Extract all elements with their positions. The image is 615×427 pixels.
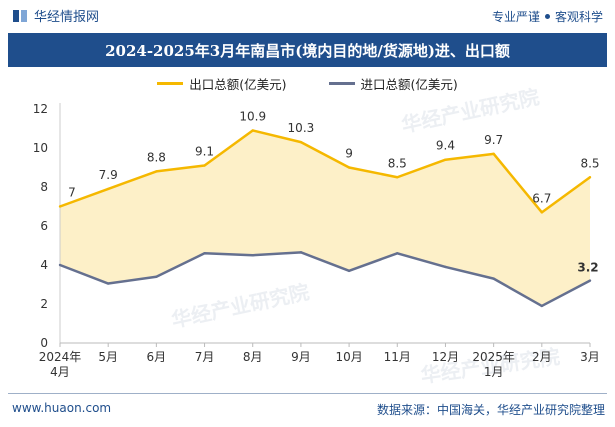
legend-label-export: 出口总额(亿美元) xyxy=(189,76,287,92)
data-point-import xyxy=(58,263,62,267)
data-point-import xyxy=(588,279,592,282)
data-point-export xyxy=(203,164,206,167)
x-tick-label-line: 9月 xyxy=(291,350,311,364)
x-tick-label-line: 1月 xyxy=(484,365,504,379)
y-tick-label: 6 xyxy=(40,219,48,233)
data-point-import xyxy=(492,277,495,280)
data-point-export xyxy=(155,170,158,173)
chart-legend: 出口总额(亿美元) 进口总额(亿美元) xyxy=(0,72,615,94)
legend-label-import: 进口总额(亿美元) xyxy=(360,76,458,92)
data-point-export xyxy=(58,205,62,208)
legend-item-export: 出口总额(亿美元) xyxy=(157,74,287,93)
data-point-import xyxy=(203,252,206,255)
data-label-export: 7.9 xyxy=(99,168,118,182)
legend-swatch-export xyxy=(157,81,184,85)
slogan-left: 专业严谨 xyxy=(491,10,540,24)
x-tick-label-line: 11月 xyxy=(384,350,411,364)
data-label-export: 8.5 xyxy=(580,156,599,170)
chart-title: 2024-2025年3月年南昌市(境内目的地/货源地)进、出口额 xyxy=(8,33,607,67)
data-label-export: 10.3 xyxy=(288,121,315,135)
data-point-import xyxy=(347,269,351,273)
footer-source: 数据来源：中国海关，华经产业研究院整理 xyxy=(376,403,605,417)
data-label-export: 8.8 xyxy=(147,150,166,164)
x-tick-label-line: 4月 xyxy=(50,365,70,379)
x-tick-label-line: 6月 xyxy=(147,350,167,364)
x-tick-label: 2024年 4月 xyxy=(39,350,82,379)
data-label-export: 9.7 xyxy=(484,133,503,147)
data-label-import: 3.2 xyxy=(577,261,598,275)
data-label-export: 8.5 xyxy=(388,156,407,170)
x-tick-label-line: 3月 xyxy=(580,350,600,364)
x-tick-label: 3月 xyxy=(580,350,600,364)
brand-logo-icon xyxy=(13,9,27,22)
footer-website: www.huaon.com xyxy=(12,401,112,415)
x-tick-label: 7月 xyxy=(195,350,215,364)
x-tick-label: 8月 xyxy=(243,350,263,364)
data-point-export xyxy=(299,140,303,144)
x-tick-label-line: 2025年 xyxy=(472,350,515,364)
data-label-export: 9.4 xyxy=(436,139,455,153)
data-label-export: 9.1 xyxy=(195,145,214,159)
x-tick-label: 10月 xyxy=(335,350,362,364)
data-point-export xyxy=(588,176,592,179)
footer-divider xyxy=(8,393,607,394)
data-point-export xyxy=(347,166,351,169)
slogan-dot-icon xyxy=(544,14,550,19)
x-tick-label: 2025年 1月 xyxy=(472,350,515,379)
brand-name: 华经情报网 xyxy=(34,10,100,25)
x-tick-label-line: 5月 xyxy=(98,350,118,364)
x-tick-label-line: 10月 xyxy=(335,350,362,364)
x-tick-label-line: 8月 xyxy=(243,350,263,364)
x-tick-label: 6月 xyxy=(147,350,167,364)
y-tick-label: 10 xyxy=(33,141,48,155)
top-bar: 华经情报网 专业严谨 客观科学 xyxy=(0,0,615,30)
slogan-right: 客观科学 xyxy=(554,10,603,24)
y-tick-label: 4 xyxy=(40,258,48,272)
area-between-series xyxy=(60,130,590,306)
data-point-import xyxy=(396,252,399,255)
x-tick-label-line: 2月 xyxy=(532,350,552,364)
data-point-import xyxy=(155,275,158,278)
x-tick-label: 12月 xyxy=(432,350,459,364)
data-point-export xyxy=(396,176,399,179)
slogan: 专业严谨 客观科学 xyxy=(492,8,603,25)
x-tick-label-line: 2024年 xyxy=(39,350,82,364)
y-tick-label: 2 xyxy=(40,297,48,311)
y-tick-label: 0 xyxy=(40,336,48,350)
data-point-import xyxy=(106,282,110,285)
legend-swatch-import xyxy=(328,81,355,85)
y-tick-label: 8 xyxy=(40,180,48,194)
data-label-export: 7 xyxy=(68,186,76,200)
x-tick-label: 5月 xyxy=(98,350,118,364)
data-point-import xyxy=(444,265,447,269)
data-point-export xyxy=(444,158,447,161)
x-tick-label-line: 12月 xyxy=(432,350,459,364)
data-label-export: 10.9 xyxy=(239,109,266,123)
data-label-export: 9 xyxy=(345,147,353,161)
x-tick-label: 9月 xyxy=(291,350,311,364)
data-label-export: 6.7 xyxy=(532,191,551,205)
x-tick-label: 2月 xyxy=(532,350,552,364)
legend-item-import: 进口总额(亿美元) xyxy=(328,74,458,93)
data-point-import xyxy=(299,251,303,254)
brand: 华经情报网 xyxy=(12,6,99,25)
data-point-export xyxy=(251,129,254,132)
data-point-import xyxy=(251,254,254,257)
data-point-export xyxy=(540,211,544,214)
x-tick-label-line: 7月 xyxy=(195,350,215,364)
y-tick-label: 12 xyxy=(33,102,48,116)
data-point-export xyxy=(492,152,495,156)
series-line-export xyxy=(59,129,591,214)
series-line-import xyxy=(59,251,591,308)
data-point-export xyxy=(106,187,110,191)
data-point-import xyxy=(540,304,544,308)
x-tick-label: 11月 xyxy=(384,350,411,364)
